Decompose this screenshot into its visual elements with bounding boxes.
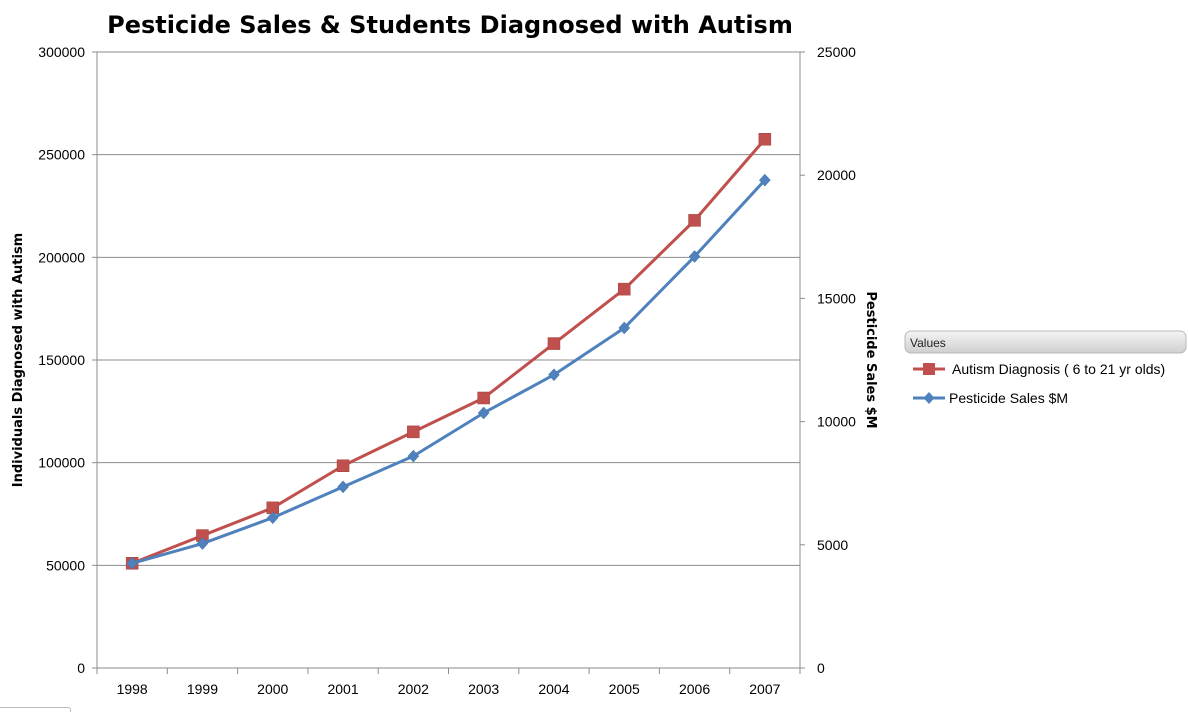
data-point [688,214,701,227]
y-tick-label: 150000 [38,352,85,368]
legend-marker [923,363,935,375]
x-axis-ticks: 1998 1999 2000 2001 2002 2003 2004 2005 2006 2007 [96,668,801,697]
series-pesticide-sales [126,173,771,570]
data-point [477,406,490,420]
legend-header-box[interactable] [904,330,1187,354]
x-tick-label: 2001 [327,681,358,697]
y-axis-title: Individuals Diagnosed with Autism [11,233,26,487]
legend-header: Values [910,336,946,350]
legend-marker [923,392,935,404]
legend-item: Autism Diagnosis ( 6 to 21 yr olds) [913,361,1165,377]
y2-tick-label: 25000 [817,44,856,60]
x-tick-label: 2006 [679,681,710,697]
series-line [131,179,766,565]
x-tick-label: 2003 [468,681,499,697]
legend-item: Pesticide Sales $M [913,390,1068,406]
y-tick-label: 50000 [46,557,85,573]
data-point [477,391,490,405]
y2-tick-label: 20000 [817,167,856,183]
y-tick-label: 200000 [38,249,85,265]
data-point [196,537,209,550]
data-point [618,282,631,296]
y-tick-label: 0 [77,660,85,676]
legend-label: Pesticide Sales $M [949,390,1068,406]
data-point [126,556,138,570]
x-tick-label: 1999 [187,681,218,697]
data-point [336,459,350,472]
series-line [131,138,766,565]
legend-label: Autism Diagnosis ( 6 to 21 yr olds) [952,361,1165,377]
y2-tick-label: 5000 [817,537,848,553]
y2-tick-label: 15000 [817,290,856,306]
y2-tick-label: 10000 [817,414,856,430]
data-point [407,425,420,439]
x-tick-label: 2004 [538,681,569,697]
x-tick-label: 1998 [117,681,148,697]
chart-title: Pesticide Sales & Students Diagnosed wit… [107,11,793,39]
x-tick-label: 2005 [609,681,640,697]
y2-tick-label: 0 [817,660,825,676]
data-point [266,511,279,525]
data-point [337,480,349,494]
y-tick-label: 100000 [38,455,85,471]
right-axis-ticks: 0 5000 10000 15000 20000 25000 [800,44,856,676]
series-group [125,133,772,570]
data-point [758,133,772,146]
legend[interactable]: Values Autism Diagnosis ( 6 to 21 yr old… [904,330,1187,406]
x-tick-label: 2000 [257,681,288,697]
y2-axis-title: Pesticide Sales $M [863,291,878,428]
data-point [688,250,701,263]
left-axis-ticks: 0 50000 100000 150000 200000 250000 300000 [38,44,97,676]
x-tick-label: 2007 [749,681,780,697]
y-tick-label: 250000 [38,147,85,163]
data-point [548,368,560,382]
data-point [547,337,561,350]
x-tick-label: 2002 [398,681,429,697]
bottom-edge-fragment [0,707,71,712]
y-tick-label: 300000 [38,44,85,60]
gridlines [97,51,800,566]
data-point [618,321,631,335]
series-autism-diagnosis [125,133,772,570]
data-point [407,449,420,463]
data-point [759,173,771,187]
